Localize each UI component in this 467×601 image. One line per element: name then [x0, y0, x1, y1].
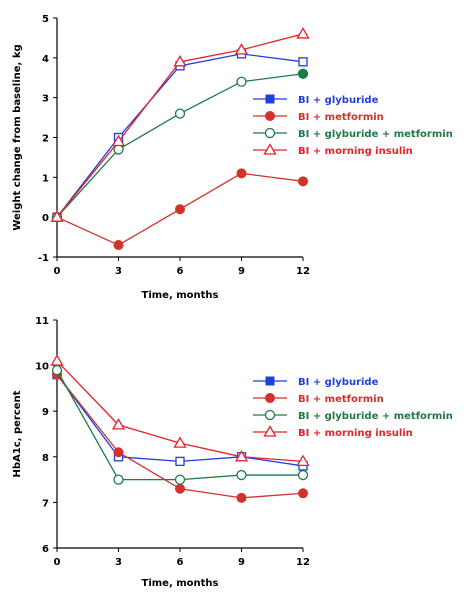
legend-label: BI + morning insulin	[298, 428, 413, 439]
data-point	[236, 469, 247, 481]
series-3	[50, 354, 310, 467]
y-tick-label: 5	[42, 14, 49, 25]
x-axis-label: Time, months	[142, 290, 219, 301]
y-tick-label: 3	[42, 94, 49, 105]
series-2	[51, 365, 309, 485]
hba1c-chart: 0 3 6 9 12 6 7 8 9 10 11 Time, months HbA1c, percent…	[12, 316, 453, 589]
x-tick-label: 3	[115, 557, 122, 568]
legend-marker	[264, 127, 276, 139]
data-point	[296, 454, 310, 467]
y-tick-label: 6	[42, 544, 49, 555]
data-point	[51, 365, 63, 376]
legend-marker	[265, 393, 275, 403]
data-point	[298, 57, 308, 67]
data-point	[174, 474, 186, 485]
x-tick-label: 12	[296, 557, 310, 568]
x-tick-label: 9	[238, 266, 245, 277]
data-point	[174, 108, 186, 119]
y-tick-label: 2	[42, 134, 49, 145]
legend-marker	[265, 111, 275, 121]
data-point	[111, 418, 126, 430]
legend-marker	[264, 409, 276, 421]
data-point	[298, 488, 308, 499]
x-tick-label: 6	[177, 266, 184, 277]
data-point	[234, 43, 249, 55]
legend-label: BI + metformin	[298, 112, 384, 123]
legend-label: BI + glyburide + metformin	[298, 129, 453, 140]
data-point	[175, 456, 185, 467]
data-point	[298, 176, 308, 187]
data-point	[296, 27, 310, 39]
x-tick-label: 0	[54, 266, 61, 277]
data-point	[236, 168, 247, 179]
x-tick-label: 12	[296, 266, 310, 277]
data-point	[234, 450, 249, 462]
data-point	[111, 134, 126, 147]
legend-label: BI + glyburide	[298, 377, 379, 388]
x-tick-label: 3	[115, 266, 122, 277]
legend-marker	[265, 376, 275, 386]
data-point	[236, 76, 247, 87]
x-tick-label: 6	[177, 557, 184, 568]
data-point	[113, 240, 124, 251]
y-tick-label: 11	[35, 316, 49, 327]
y-tick-label: 10	[35, 362, 49, 373]
data-point	[113, 474, 124, 485]
legend-label: BI + metformin	[298, 394, 384, 405]
legend-label: BI + glyburide + metformin	[298, 411, 453, 422]
data-point	[173, 55, 187, 67]
series-3	[50, 27, 310, 222]
data-point	[236, 492, 247, 503]
y-tick-label: 7	[42, 498, 49, 509]
series-0	[52, 370, 308, 471]
data-point	[50, 210, 64, 222]
x-tick-label: 0	[54, 557, 61, 568]
y-tick-label: 0	[42, 213, 49, 224]
y-tick-label: -1	[38, 253, 49, 264]
data-point	[175, 204, 185, 215]
y-tick-label: 8	[42, 453, 49, 464]
legend-marker	[265, 94, 275, 104]
legend-label: BI + morning insulin	[298, 146, 413, 157]
y-tick-label: 9	[42, 407, 49, 418]
x-tick-label: 9	[238, 557, 245, 568]
data-point	[50, 354, 64, 366]
legend-marker	[263, 143, 277, 155]
y-axis-label: HbA1c, percent	[12, 390, 23, 477]
data-point	[113, 447, 124, 458]
y-tick-label: 4	[42, 54, 49, 65]
legend-label: BI + glyburide	[298, 95, 379, 106]
data-point	[297, 469, 309, 481]
x-axis-label: Time, months	[142, 578, 219, 589]
y-tick-label: 1	[42, 173, 49, 184]
y-axis-label: Weight change from baseline, kg	[12, 44, 23, 230]
legend-marker	[263, 425, 277, 437]
data-point	[173, 436, 187, 448]
data-point	[175, 483, 185, 494]
data-point	[297, 68, 309, 79]
